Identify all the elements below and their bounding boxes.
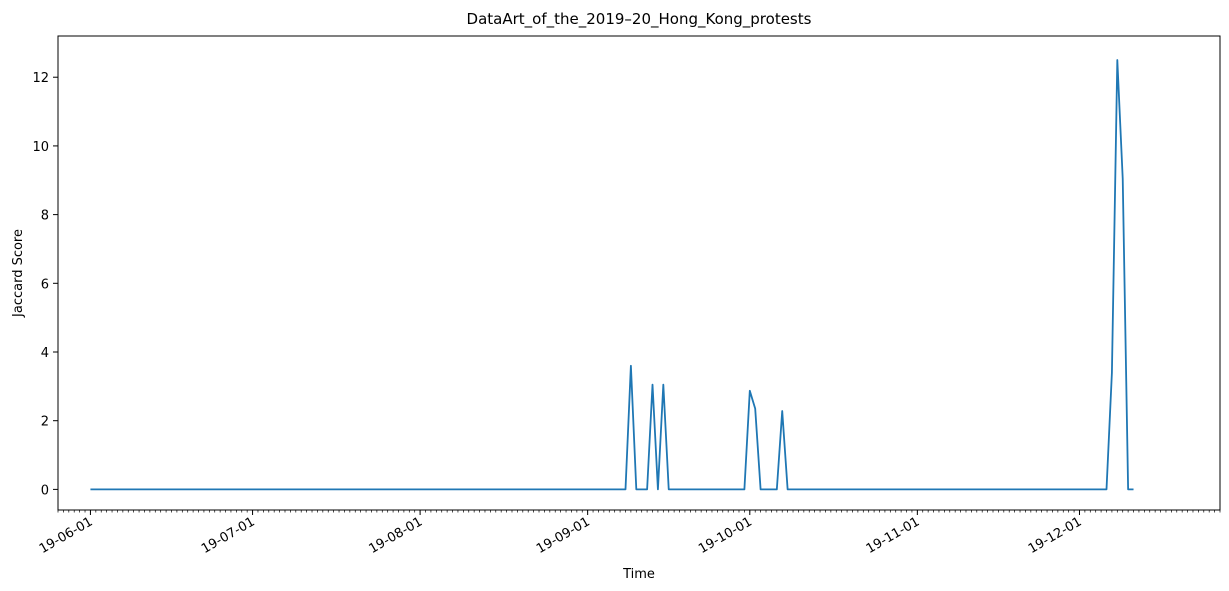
x-tick-label: 19-06-01	[37, 514, 96, 556]
x-axis: 19-06-01 19-07-01 19-08-01 19-09-01 19-10-01…	[37, 510, 1221, 557]
plot-area	[57, 35, 1221, 511]
y-axis-label: Jaccard Score	[11, 229, 26, 318]
x-axis-label: Time	[622, 567, 655, 582]
y-tick-label: 2	[41, 415, 49, 430]
plot-frame	[57, 35, 1221, 511]
y-tick-label: 0	[41, 483, 49, 498]
x-tick-label: 19-09-01	[534, 514, 593, 556]
x-tick-label: 19-07-01	[199, 514, 258, 556]
y-tick-label: 6	[41, 277, 49, 292]
x-tick-label: 19-12-01	[1026, 514, 1085, 556]
x-tick-label: 19-08-01	[367, 514, 426, 556]
y-tick-label: 12	[32, 71, 49, 86]
series-line	[90, 59, 1134, 491]
x-tick-label: 19-11-01	[864, 514, 923, 556]
chart-title: DataArt_of_the_2019–20_Hong_Kong_protest…	[467, 10, 812, 29]
y-tick-label: 8	[41, 209, 49, 224]
y-tick-label: 10	[32, 140, 49, 155]
y-tick-label: 4	[41, 346, 49, 361]
y-axis: 0 2 4 6 8 10 12	[32, 71, 58, 498]
x-tick-label: 19-10-01	[696, 514, 755, 556]
